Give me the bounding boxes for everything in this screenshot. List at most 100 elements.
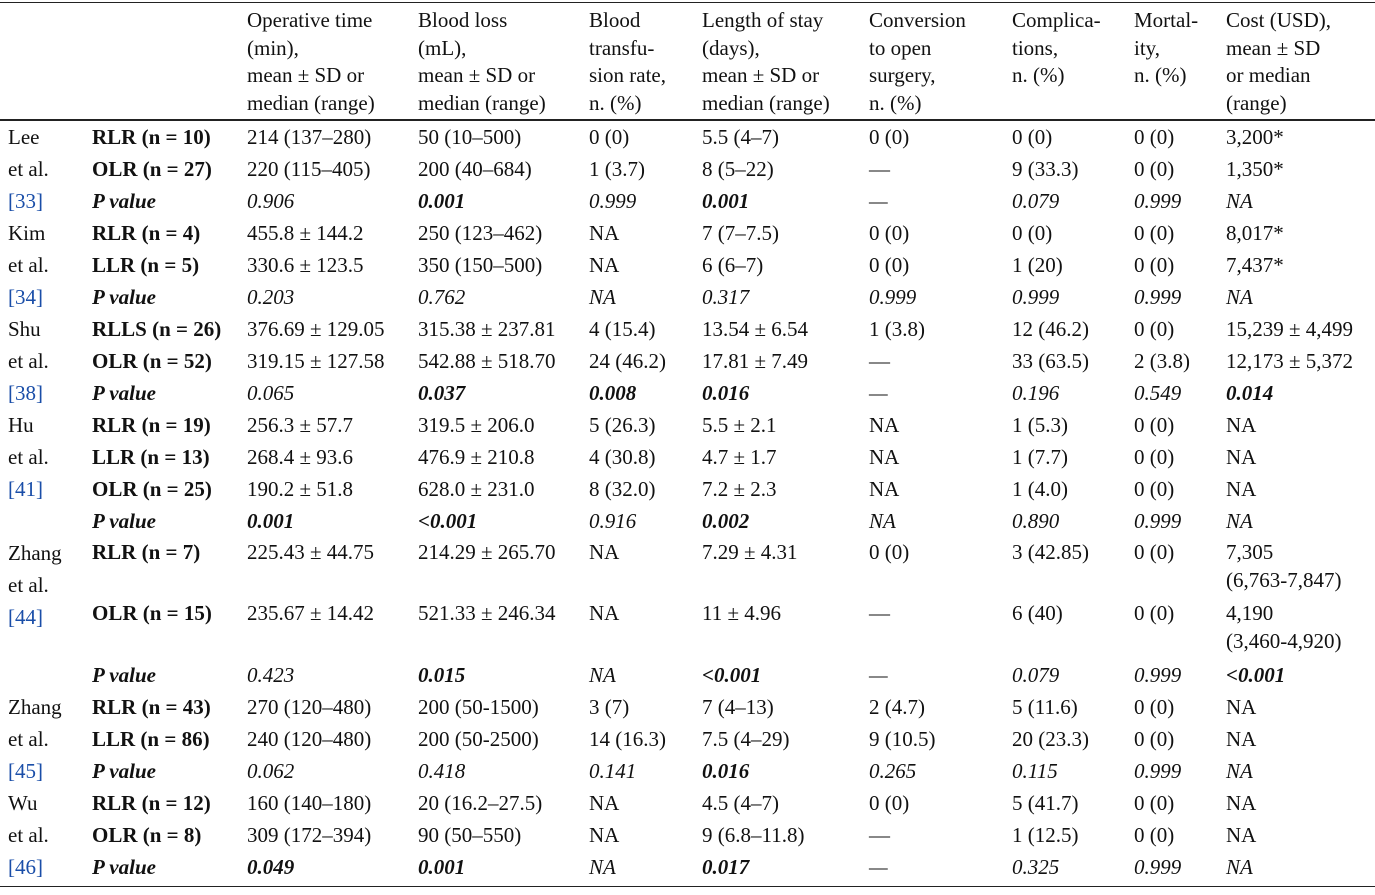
p-value-row: P value 0.203 0.762 NA 0.317 0.999 0.999 0.999 N… [0,281,1375,313]
data-cell: 1 (7.7) [1012,445,1068,469]
comparison-table: Operative time (min), mean ± SD or media… [0,7,1375,883]
data-cell: 250 (123–462) [418,221,543,245]
data-cell: 0 (0) [1134,125,1175,149]
study-name: Zhang [8,541,62,565]
data-cell: 376.69 ± 129.05 [247,317,385,341]
table-header: Operative time (min), mean ± SD or media… [0,7,1375,120]
data-cell: 33 (63.5) [1012,349,1089,373]
reference-link[interactable]: [33] [8,189,43,213]
header-line: median (range) [702,90,830,115]
data-cell: 0 (0) [1134,157,1175,181]
table-row: Kim et al. [34] RLR (n = 4) 455.8 ± 144.2 250… [0,217,1375,309]
cell-line: 4,190 [1226,601,1274,625]
data-cell: — [869,349,890,373]
data-cell: 7,437* [1226,253,1284,277]
data-cell: 2 (3.8) [1134,349,1190,373]
header-line: sion rate, [589,63,666,87]
p-value-cell: 0.037 [418,381,466,405]
data-cell: 15,239 ± 4,499 [1226,317,1354,341]
arm-label: OLR (n = 15) [92,601,212,625]
reference-link[interactable]: [46] [8,855,43,879]
data-cell: NA [869,477,900,501]
data-cell: 350 (150–500) [418,253,543,277]
p-value-cell: 0.002 [702,509,750,533]
data-cell: 5 (26.3) [589,413,656,437]
study-cell: Zhang et al. [44] [0,537,84,691]
p-value-cell: 0.017 [702,855,750,879]
data-cell: 7,305 (6,763-7,847) [1218,537,1375,598]
table-row: OLR (n = 8) 309 (172–394) 90 (50–550) NA 9 (… [0,819,1375,851]
header-transfusion: Blood transfu- sion rate, n. (%) [581,7,694,120]
reference-link[interactable]: [38] [8,381,43,405]
data-cell: 455.8 ± 144.2 [247,221,364,245]
bottom-rule [0,886,1375,887]
data-cell: 319.15 ± 127.58 [247,349,385,373]
cell-line: (6,763-7,847) [1226,567,1342,592]
header-line: to open [869,35,932,60]
data-cell: 200 (50-2500) [418,727,539,751]
p-value-cell: 0.001 [247,509,295,533]
data-cell: 319.5 ± 206.0 [418,413,535,437]
reference-link[interactable]: [41] [8,477,43,501]
header-mortality: Mortal- ity, n. (%) [1126,7,1218,120]
reference-link[interactable]: [34] [8,285,43,309]
header-line: Blood [589,8,641,32]
p-value-cell: 0.016 [702,381,750,405]
p-value-cell: 0.049 [247,855,295,879]
header-line: n. (%) [1012,63,1065,87]
p-value-cell: <0.001 [702,663,762,687]
data-cell: 268.4 ± 93.6 [247,445,354,469]
header-length-of-stay: Length of stay (days), mean ± SD or medi… [694,7,861,120]
table-row: Hu et al. [41] RLR (n = 19) 256.3 ± 57.7 319.… [0,409,1375,501]
header-line: mean ± SD or [247,63,365,87]
header-line: surgery, [869,63,936,87]
data-cell: — [869,823,890,847]
data-cell: 1 (4.0) [1012,477,1068,501]
header-line: n. (%) [869,90,922,115]
data-cell: 3 (42.85) [1012,540,1089,564]
arm-label: RLR (n = 7) [92,540,201,564]
header-cost: Cost (USD), mean ± SD or median (range) [1218,7,1375,120]
p-value-cell: — [869,381,888,405]
p-value-cell: 0.423 [247,663,295,687]
header-line: mean ± SD or [418,63,536,87]
study-name: Zhang [8,695,62,719]
p-value-cell: 0.062 [247,759,295,783]
p-value-cell: 0.999 [1134,509,1182,533]
p-value-cell: NA [1226,285,1253,309]
data-cell: 0 (0) [1134,477,1175,501]
data-cell: 8 (5–22) [702,157,774,181]
data-cell: 0 (0) [869,253,910,277]
p-value-label: P value [92,381,156,405]
p-value-row: P value 0.062 0.418 0.141 0.016 0.265 0.115 0.9… [0,755,1375,787]
data-cell: 0 (0) [1134,823,1175,847]
reference-link[interactable]: [45] [8,759,43,783]
data-cell: 200 (50-1500) [418,695,539,719]
p-value-cell: 0.079 [1012,663,1060,687]
arm-label: LLR (n = 13) [92,445,210,469]
data-cell: 5 (41.7) [1012,791,1079,815]
study-cell: Kim et al. [34] [0,217,84,313]
p-value-cell: — [869,189,888,213]
p-value-row: P value 0.001 <0.001 0.916 0.002 NA 0.890 0.999… [0,505,1375,537]
table-row: Zhang et al. [44] RLR (n = 7) 225.43 ± 44.75… [0,537,1375,629]
header-line: n. (%) [589,90,642,115]
data-cell: 0 (0) [1134,540,1175,564]
table-row: Zhang et al. [45] RLR (n = 43) 270 (120–480)… [0,691,1375,783]
top-rule [0,2,1375,3]
data-cell: 0 (0) [869,540,910,564]
header-line: (mL), [418,35,467,60]
data-cell: 220 (115–405) [247,157,371,181]
p-value-cell: 0.115 [1012,759,1058,783]
data-cell: 5.5 (4–7) [702,125,779,149]
data-cell: 8 (32.0) [589,477,656,501]
arm-label: OLR (n = 8) [92,823,202,847]
study-cell: Wu et al. [46] [0,787,84,883]
header-line: median (range) [418,90,546,115]
p-value-label: P value [92,285,156,309]
p-value-cell: 0.079 [1012,189,1060,213]
reference-link[interactable]: [44] [8,605,43,629]
study-name: Shu [8,317,41,341]
data-cell: 190.2 ± 51.8 [247,477,354,501]
